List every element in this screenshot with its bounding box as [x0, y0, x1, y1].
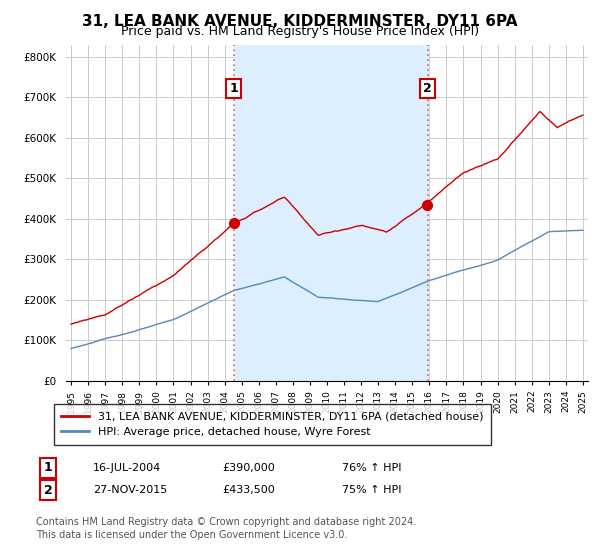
Text: 75% ↑ HPI: 75% ↑ HPI [342, 485, 401, 495]
Text: 1: 1 [229, 82, 238, 95]
Text: Price paid vs. HM Land Registry's House Price Index (HPI): Price paid vs. HM Land Registry's House … [121, 25, 479, 38]
Text: 2: 2 [423, 82, 432, 95]
Text: 76% ↑ HPI: 76% ↑ HPI [342, 463, 401, 473]
Text: This data is licensed under the Open Government Licence v3.0.: This data is licensed under the Open Gov… [36, 530, 347, 540]
Text: 2: 2 [44, 483, 52, 497]
Text: 31, LEA BANK AVENUE, KIDDERMINSTER, DY11 6PA: 31, LEA BANK AVENUE, KIDDERMINSTER, DY11… [82, 14, 518, 29]
Text: £433,500: £433,500 [222, 485, 275, 495]
Text: 16-JUL-2004: 16-JUL-2004 [93, 463, 161, 473]
Text: 1: 1 [44, 461, 52, 474]
Legend: 31, LEA BANK AVENUE, KIDDERMINSTER, DY11 6PA (detached house), HPI: Average pric: 31, LEA BANK AVENUE, KIDDERMINSTER, DY11… [53, 404, 491, 445]
Text: £390,000: £390,000 [222, 463, 275, 473]
Text: Contains HM Land Registry data © Crown copyright and database right 2024.: Contains HM Land Registry data © Crown c… [36, 517, 416, 527]
Text: 27-NOV-2015: 27-NOV-2015 [93, 485, 167, 495]
Bar [234, 45, 428, 381]
